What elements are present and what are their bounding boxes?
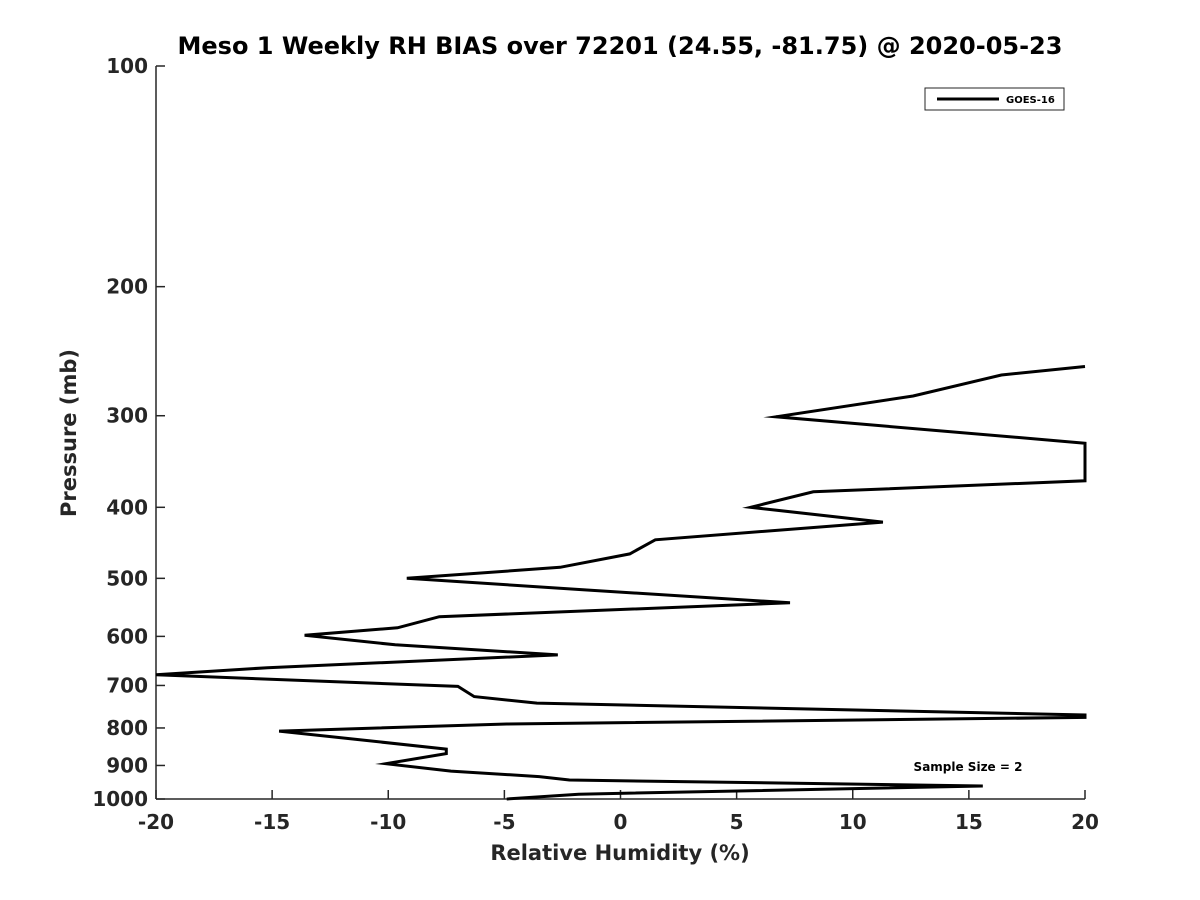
x-tick-label: -10 xyxy=(370,810,406,834)
sample-size-annotation: Sample Size = 2 xyxy=(914,760,1023,774)
plot-area xyxy=(155,66,1085,800)
y-tick-label: 200 xyxy=(106,275,148,299)
x-axis-label: Relative Humidity (%) xyxy=(490,841,749,865)
y-tick-label: 1000 xyxy=(92,787,148,811)
y-tick-label: 500 xyxy=(106,566,148,590)
legend-label-goes-16: GOES-16 xyxy=(1006,95,1055,106)
chart-title: Meso 1 Weekly RH BIAS over 72201 (24.55,… xyxy=(178,32,1063,60)
plot-background xyxy=(156,66,1085,799)
y-ticks: 100 200 300 400 500 600 700 800 900 1000 xyxy=(92,54,165,811)
y-tick-label: 400 xyxy=(106,495,148,519)
y-tick-label: 300 xyxy=(106,404,148,428)
series-layer xyxy=(155,365,1087,801)
x-tick-label: 5 xyxy=(730,810,744,834)
y-tick-label: 800 xyxy=(106,716,148,740)
y-tick-label: 700 xyxy=(106,673,148,697)
legend: GOES-16 xyxy=(924,87,1065,111)
x-ticks: -20 -15 -10 -5 0 5 10 15 20 xyxy=(138,790,1099,834)
y-tick-label: 600 xyxy=(106,624,148,648)
y-tick-label: 900 xyxy=(106,753,148,777)
x-tick-label: -20 xyxy=(138,810,174,834)
x-tick-label: 20 xyxy=(1071,810,1099,834)
y-tick-label: 100 xyxy=(106,54,148,78)
x-tick-label: 10 xyxy=(839,810,867,834)
x-tick-label: -15 xyxy=(254,810,290,834)
x-tick-label: 0 xyxy=(614,810,628,834)
x-tick-label: -5 xyxy=(493,810,515,834)
x-tick-label: 15 xyxy=(955,810,983,834)
series-line-goes-16 xyxy=(155,365,1087,801)
y-axis-label: Pressure (mb) xyxy=(57,349,81,517)
